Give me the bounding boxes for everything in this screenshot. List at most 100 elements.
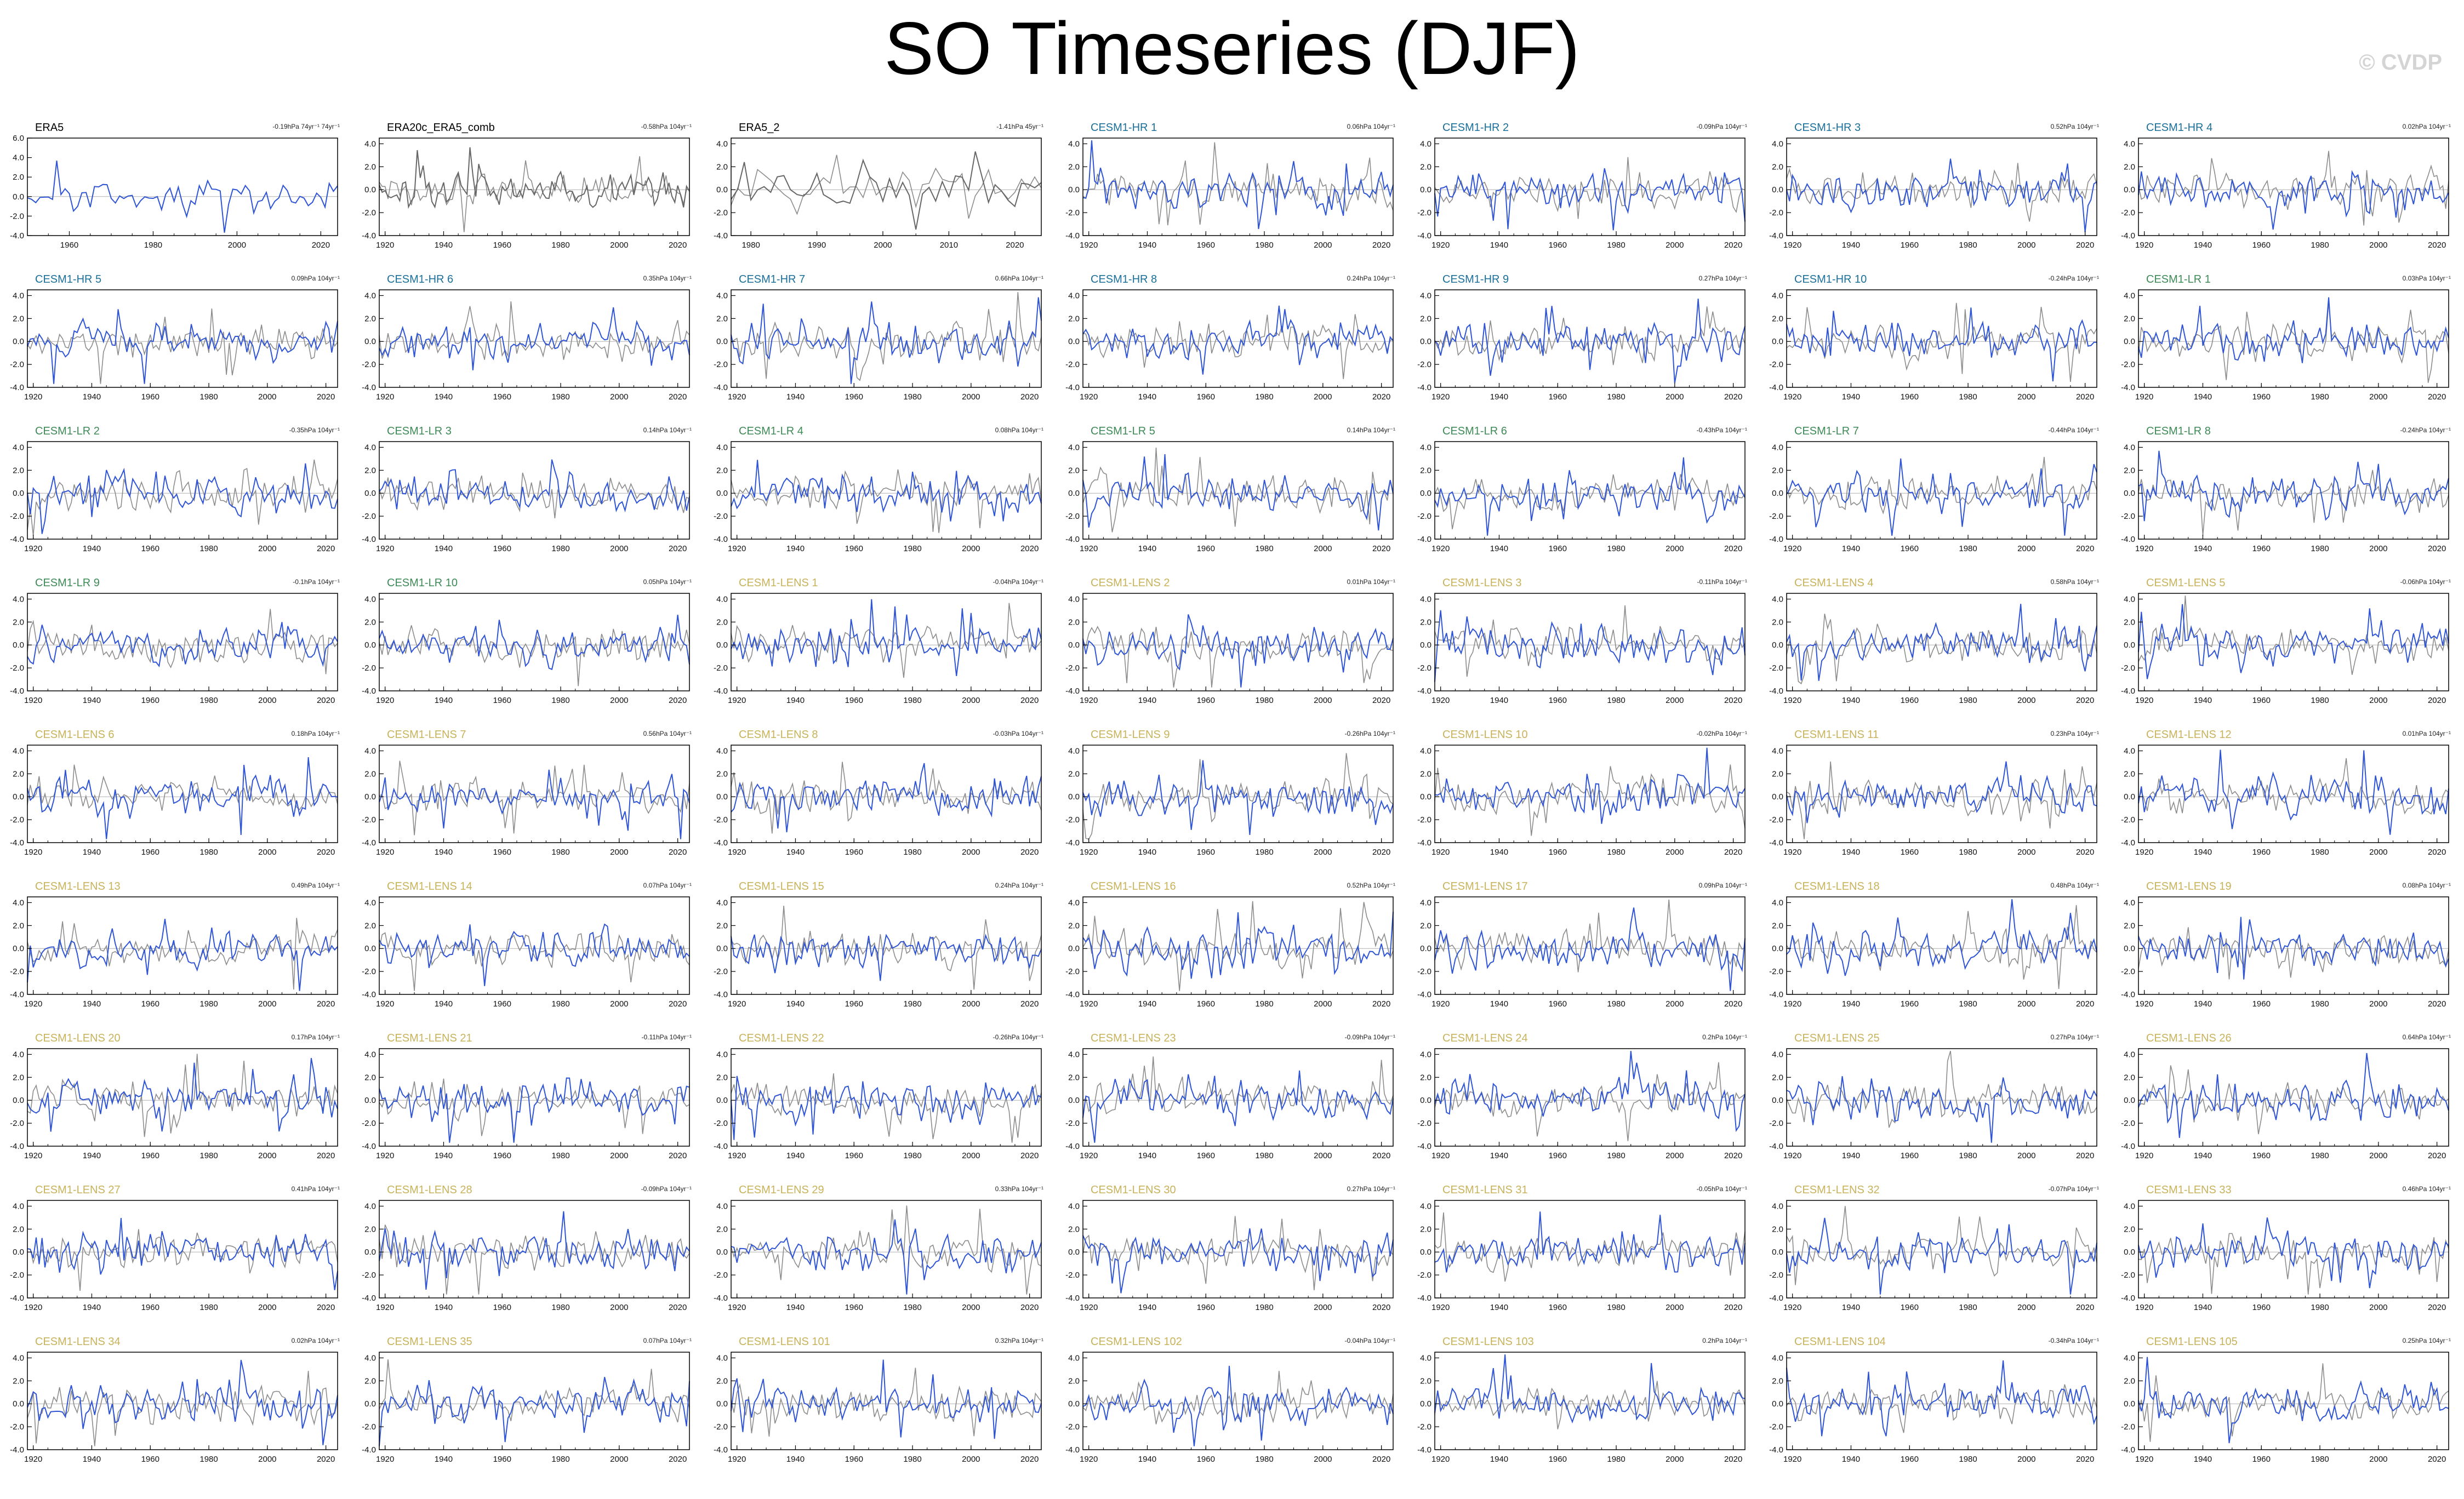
x-tick-label: 2000 [228,241,246,250]
panel-name: CESM1-LENS 33 [2146,1184,2232,1196]
plot-frame [2138,289,2449,388]
panel-cesm1-lens-22: 4.0 2.0 0.0 -2.0 -4.0 1920 1940 1960 1980 2000 202… [704,1032,1054,1184]
panel-name: CESM1-LENS 7 [387,729,466,741]
series-line [379,147,690,209]
observed-series-line [1786,1384,2097,1433]
panel-cesm1-hr-9: 4.0 2.0 0.0 -2.0 -4.0 1920 1940 1960 1980 2000 202… [1407,273,1758,425]
y-tick-label: 0.0 [2124,944,2135,953]
y-tick-label: 2.0 [13,1225,24,1234]
y-tick-label: 0.0 [716,640,728,650]
y-tick-label: 4.0 [2124,1050,2135,1059]
y-tick-label: -4.0 [714,383,728,392]
y-tick-label: -2.0 [1417,512,1431,521]
y-tick-label: -4.0 [1417,1445,1431,1455]
y-tick-label: 0.0 [1420,1096,1431,1105]
x-tick-label: 2000 [2017,392,2035,402]
x-tick-label: 1960 [2252,1455,2271,1464]
y-tick-label: -4.0 [362,1294,376,1303]
y-tick-label: -2.0 [2121,1119,2135,1128]
x-tick-label: 2020 [2428,1455,2446,1464]
panel-trend: 0.56hPa 104yr⁻¹ [643,730,692,737]
panel-trend: 0.01hPa 104yr⁻¹ [1347,578,1395,586]
y-tick-label: 0.0 [2124,1248,2135,1257]
x-tick-label: 1920 [1431,696,1450,705]
y-tick-label: 4.0 [1068,139,1080,148]
panel-cesm1-lr-3: 4.0 2.0 0.0 -2.0 -4.0 1920 1940 1960 1980 2000 202… [352,425,703,577]
y-tick-label: 0.0 [1772,185,1783,194]
panel-name: CESM1-LENS 25 [1794,1032,1880,1044]
panel-trend: -0.07hPa 104yr⁻¹ [2048,1185,2099,1193]
x-tick-label: 1960 [1549,544,1567,553]
y-tick-label: 4.0 [364,594,376,604]
x-tick-label: 1920 [2135,241,2153,250]
y-tick-label: 2.0 [1068,314,1080,323]
x-tick-label: 1940 [2194,544,2212,553]
y-tick-label: 2.0 [1420,1376,1431,1386]
x-tick-label: 2000 [2369,1303,2387,1312]
x-tick-label: 2000 [1666,848,1684,857]
x-tick-label: 2020 [2428,848,2446,857]
y-tick-label: 4.0 [2124,291,2135,300]
x-tick-label: 1920 [2135,848,2153,857]
series-line [27,309,338,384]
y-tick-label: 0.0 [13,192,24,202]
panel-cesm1-lens-23: 4.0 2.0 0.0 -2.0 -4.0 1920 1940 1960 1980 2000 202… [1056,1032,1406,1184]
x-tick-label: 2020 [2076,999,2094,1009]
panel-name: CESM1-LENS 18 [1794,880,1880,892]
x-tick-label: 1940 [83,1151,101,1160]
y-tick-label: 4.0 [364,898,376,907]
y-tick-label: 0.0 [1772,1248,1783,1257]
y-tick-label: 4.0 [1420,594,1431,604]
y-tick-label: -4.0 [1417,1294,1431,1303]
y-tick-label: 4.0 [2124,746,2135,756]
x-tick-label: 1980 [2311,696,2329,705]
x-tick-label: 1960 [1197,392,1215,402]
x-tick-label: 1960 [1901,696,1919,705]
y-tick-label: 0.0 [1772,640,1783,650]
x-tick-label: 1980 [551,392,569,402]
x-tick-label: 1960 [1197,1151,1215,1160]
y-tick-label: 0.0 [716,489,728,498]
y-tick-label: 4.0 [716,898,728,907]
panel-name: CESM1-LENS 15 [739,880,824,892]
plot-frame [1082,1048,1394,1147]
x-tick-label: 1980 [1959,999,1977,1009]
series-line [731,151,1042,230]
y-tick-label: 0.0 [13,944,24,953]
panel-trend: -0.05hPa 104yr⁻¹ [1696,1185,1747,1193]
observed-series-line [2138,1363,2449,1442]
x-tick-label: 1960 [1549,848,1567,857]
x-tick-label: 2020 [2428,696,2446,705]
x-tick-label: 1960 [845,392,863,402]
y-tick-label: 4.0 [364,1353,376,1363]
x-tick-label: 1920 [376,1151,394,1160]
y-tick-label: -2.0 [1417,815,1431,825]
y-tick-label: 4.0 [1772,291,1783,300]
panel-trend: 0.18hPa 104yr⁻¹ [291,730,340,737]
observed-series-line [1434,157,1746,219]
y-tick-label: 4.0 [1068,1353,1080,1363]
y-tick-label: 4.0 [364,746,376,756]
panel-name: CESM1-LENS 8 [739,729,818,741]
y-tick-label: 2.0 [364,314,376,323]
x-tick-label: 1940 [786,1455,805,1464]
x-tick-label: 1980 [1959,1151,1977,1160]
series-line [1434,299,1746,384]
plot-frame [1434,441,1746,540]
panel-name: CESM1-LENS 11 [1794,729,1879,741]
y-tick-label: 4.0 [2124,898,2135,907]
x-tick-label: 2020 [1372,999,1390,1009]
y-tick-label: 2.0 [2124,466,2135,475]
y-tick-label: 0.0 [1068,1096,1080,1105]
x-tick-label: 2000 [1314,1455,1332,1464]
x-tick-label: 1980 [1255,848,1273,857]
panel-cesm1-lr-4: 4.0 2.0 0.0 -2.0 -4.0 1920 1940 1960 1980 2000 202… [704,425,1054,577]
y-tick-label: 4.0 [364,1202,376,1211]
x-tick-label: 1980 [551,999,569,1009]
x-tick-label: 1920 [1080,848,1098,857]
